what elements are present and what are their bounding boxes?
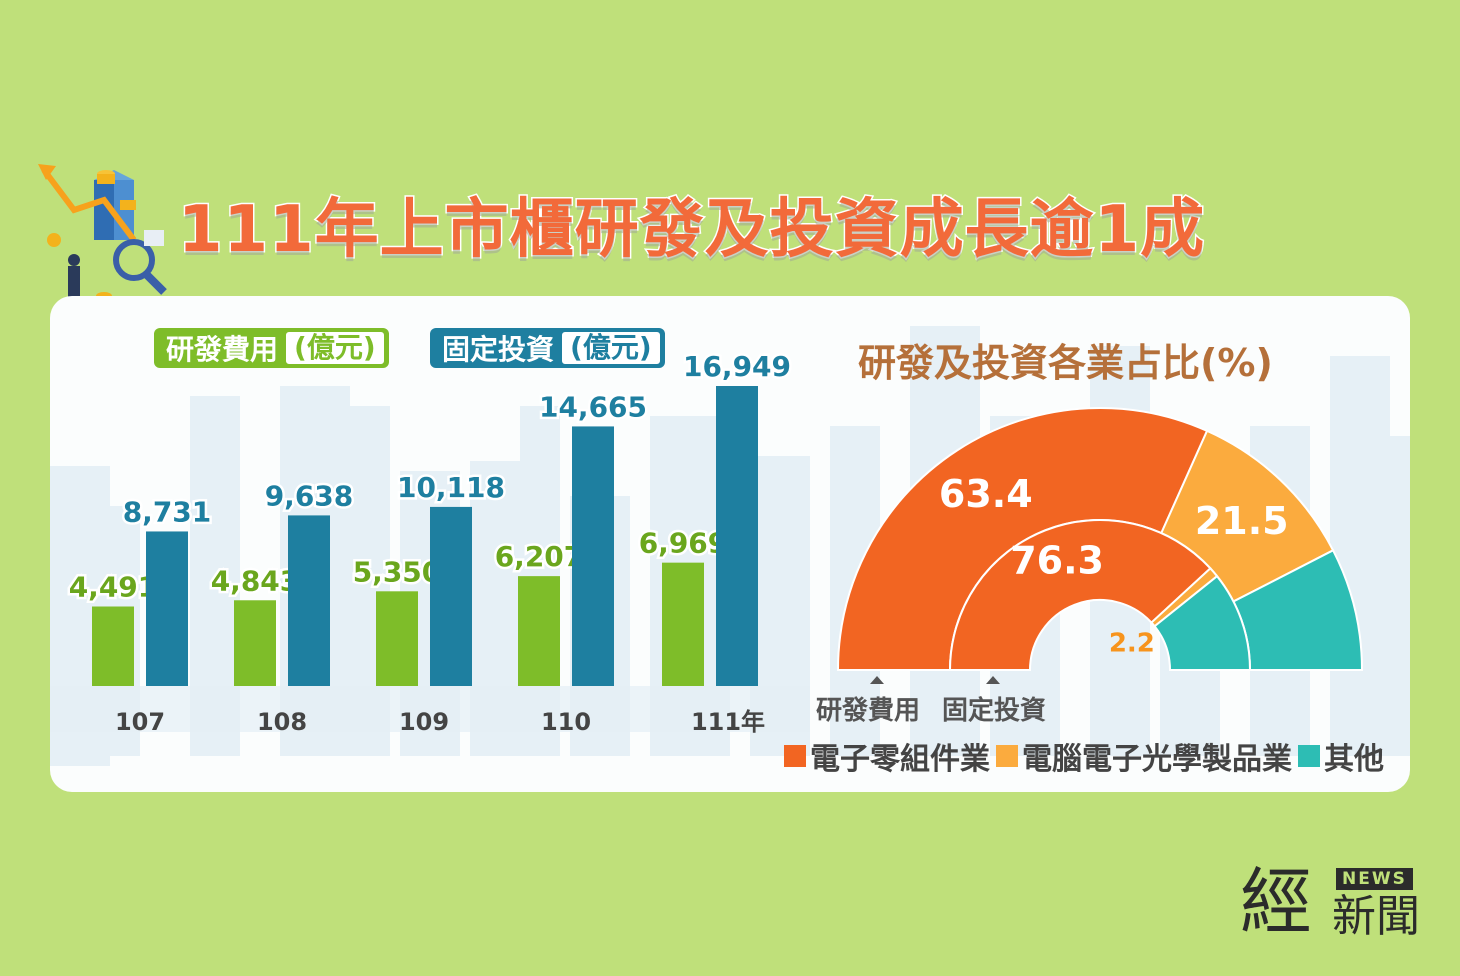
legend-investment-label: 固定投資 bbox=[442, 333, 555, 366]
pie-legend-label: 電腦電子光學製品業 bbox=[1022, 742, 1292, 777]
pie-title: 研發及投資各業占比(%) bbox=[858, 341, 1273, 385]
pie-legend-label: 電子零組件業 bbox=[810, 742, 990, 777]
chart-card: 研發費用 (億元) 固定投資 (億元) 4,491 8,731 107 4,843 9,… bbox=[50, 296, 1410, 792]
legend-rd-unit: (億元) bbox=[284, 330, 386, 366]
legend-investment: 固定投資 (億元) bbox=[430, 328, 665, 368]
data-label: 10,118 bbox=[397, 471, 505, 504]
bar-rd bbox=[376, 591, 418, 686]
ring-label-investment: 固定投資 bbox=[942, 696, 1047, 726]
x-tick-label: 109 bbox=[399, 708, 449, 736]
data-label: 8,731 bbox=[123, 495, 212, 528]
data-label: 16,949 bbox=[683, 350, 791, 383]
data-label: 4,843 bbox=[211, 564, 300, 597]
slice-label: 63.4 bbox=[939, 472, 1033, 516]
bar-rd bbox=[234, 600, 276, 686]
swatch-computer-optical bbox=[996, 745, 1018, 767]
caret-investment-icon bbox=[986, 676, 1000, 684]
pie-legend-item: 電子零組件業 bbox=[784, 734, 990, 778]
x-tick-label: 107 bbox=[115, 708, 165, 736]
bar-investment bbox=[572, 426, 614, 686]
ring-label-rd: 研發費用 bbox=[816, 696, 921, 726]
bar-investment bbox=[146, 531, 188, 686]
bar-rd bbox=[518, 576, 560, 686]
finance-illustration-icon bbox=[38, 164, 167, 300]
data-label: 6,969 bbox=[639, 527, 728, 560]
data-label: 9,638 bbox=[265, 479, 354, 512]
bar-investment bbox=[288, 515, 330, 686]
data-label: 14,665 bbox=[539, 390, 647, 423]
swatch-other bbox=[1298, 745, 1320, 767]
data-label: 6,207 bbox=[495, 540, 584, 573]
logo-small-text: 新聞 bbox=[1332, 891, 1420, 942]
bar-rd bbox=[92, 606, 134, 686]
pie-legend-item: 電腦電子光學製品業 bbox=[996, 734, 1292, 778]
logo-big-char: 經 bbox=[1240, 860, 1313, 944]
slice-label: 21.5 bbox=[1195, 499, 1289, 543]
legend-investment-unit: (億元) bbox=[560, 330, 662, 366]
legend-rd-label: 研發費用 bbox=[166, 333, 279, 366]
news-logo: 經 NEWS 新聞 bbox=[1240, 862, 1430, 944]
x-tick-label: 108 bbox=[257, 708, 307, 736]
investment-slice bbox=[948, 519, 1212, 671]
pie-legend-label: 其他 bbox=[1324, 742, 1384, 777]
data-label: 5,350 bbox=[353, 555, 442, 588]
page-title: 111年上市櫃研發及投資成長逾1成 bbox=[176, 192, 1206, 269]
swatch-electronics bbox=[784, 745, 806, 767]
caret-rd-icon bbox=[870, 676, 884, 684]
legend-rd: 研發費用 (億元) bbox=[154, 328, 389, 368]
pie-legend: 電子零組件業 電腦電子光學製品業 其他 bbox=[784, 734, 1390, 778]
x-tick-label: 111年 bbox=[691, 708, 765, 736]
bar-investment bbox=[430, 506, 472, 686]
slice-label: 2.2 bbox=[1109, 629, 1155, 659]
pie-legend-item: 其他 bbox=[1298, 734, 1384, 778]
slice-label: 76.3 bbox=[1010, 538, 1104, 582]
logo-news-badge: NEWS bbox=[1336, 868, 1413, 890]
investment-slice bbox=[1153, 574, 1252, 671]
bar-rd bbox=[662, 562, 704, 686]
x-tick-label: 110 bbox=[541, 708, 591, 736]
bar-investment bbox=[716, 386, 758, 686]
bar-chart: 4,491 8,731 107 4,843 9,638 108 5,350 10,118 109… bbox=[66, 348, 793, 737]
data-label: 4,491 bbox=[69, 571, 158, 604]
semicircle-donut-chart: 63.4 21.5 76.3 2.2 bbox=[836, 407, 1364, 671]
